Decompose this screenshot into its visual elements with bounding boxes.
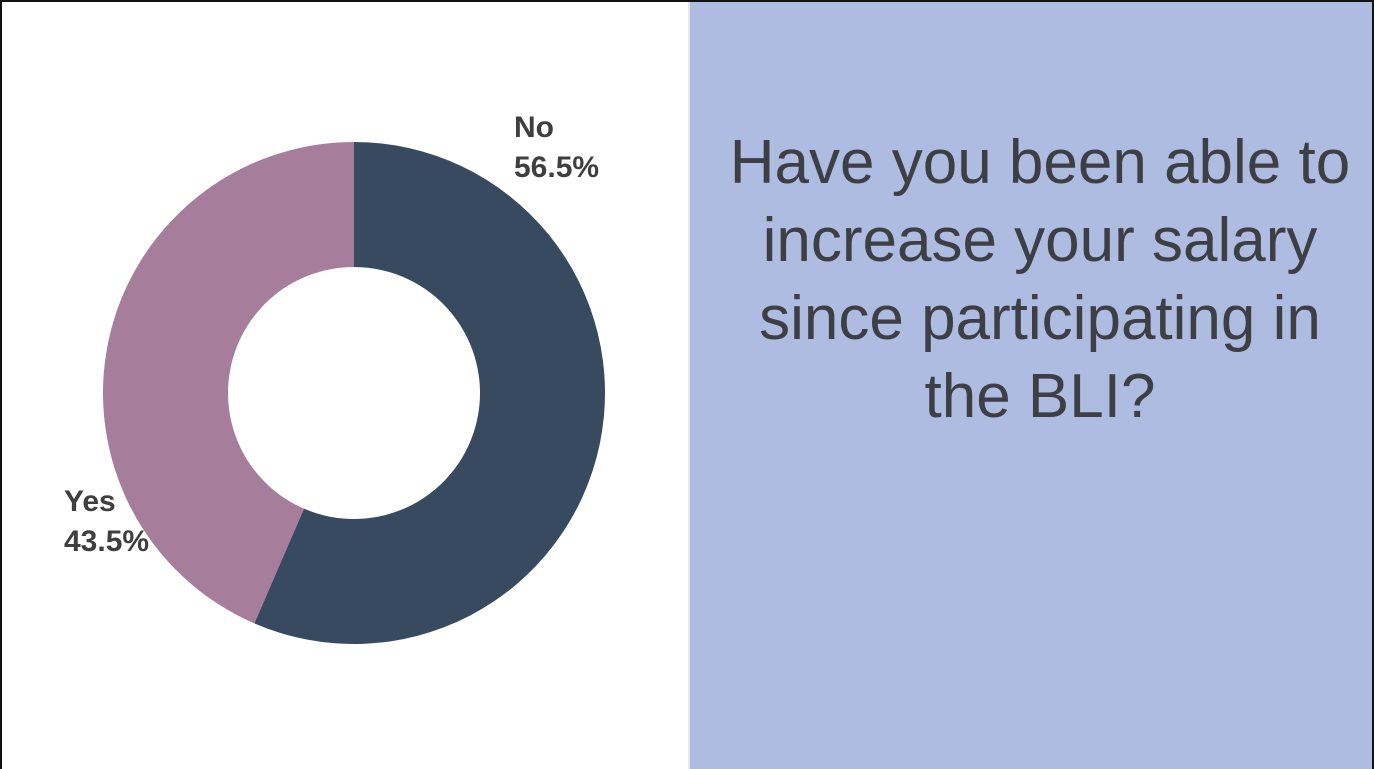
question-panel: Have you been able to increase your sala… xyxy=(688,2,1372,769)
slice-labels: No 56.5% Yes 43.5% xyxy=(64,111,599,558)
chart-panel: No 56.5% Yes 43.5% xyxy=(2,2,688,769)
slice-label-no-value: 56.5% xyxy=(514,151,599,184)
slice-no xyxy=(254,142,606,644)
slice-label-no-category: No xyxy=(514,111,554,144)
slice-yes xyxy=(103,142,354,624)
question-text: Have you been able to increase your sala… xyxy=(729,128,1351,431)
slice-label-yes-category: Yes xyxy=(64,485,116,518)
donut-slices xyxy=(103,142,606,644)
donut-chart: No 56.5% Yes 43.5% xyxy=(64,111,606,644)
slice-label-yes-value: 43.5% xyxy=(64,525,149,558)
